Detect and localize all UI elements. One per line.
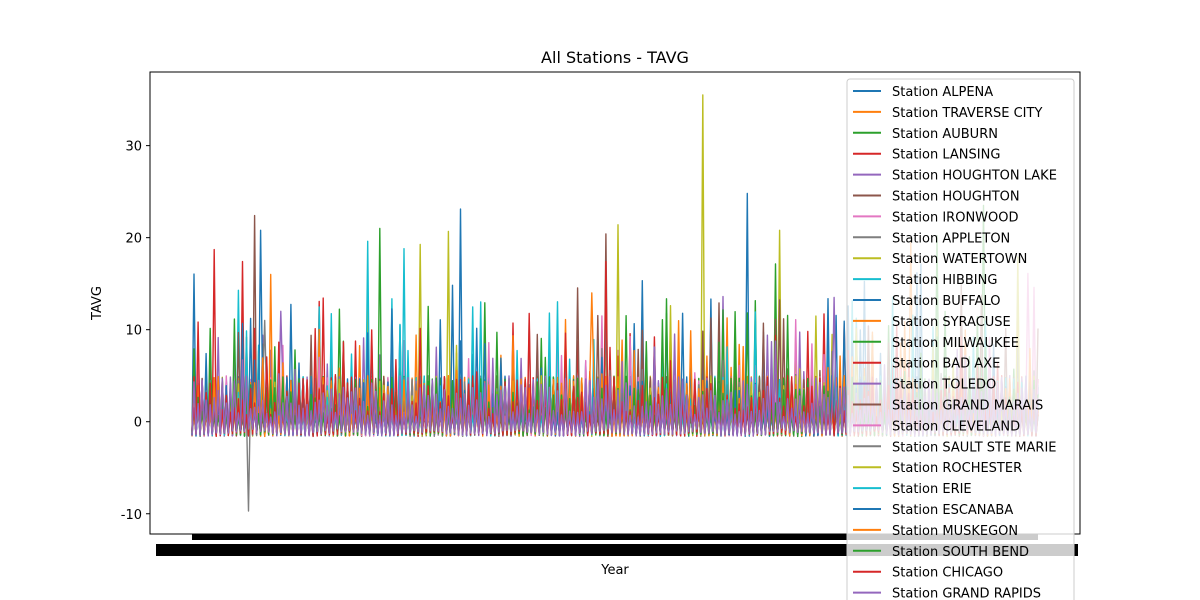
legend-entry-label: Station BUFFALO	[892, 294, 1000, 309]
legend-entry-label: Station BAD AXE	[892, 357, 1000, 372]
legend-entry-label: Station ERIE	[892, 482, 972, 497]
legend-entry-label: Station GRAND MARAIS	[892, 399, 1043, 414]
legend-entry-label: Station HOUGHTON	[892, 190, 1020, 205]
legend-entry-label: Station MILWAUKEE	[892, 336, 1019, 351]
legend-entry-label: Station ROCHESTER	[892, 461, 1022, 476]
x-axis-label: Year	[600, 563, 629, 578]
y-axis-label: TAVG	[90, 286, 105, 321]
y-tick-label: 20	[125, 232, 142, 247]
legend-entry-label: Station IRONWOOD	[892, 210, 1019, 225]
axes-frame	[149, 71, 1081, 535]
legend-entry-label: Station SYRACUSE	[892, 315, 1011, 330]
legend-entry-label: Station AUBURN	[892, 127, 998, 142]
legend-entry-label: Station MUSKEGON	[892, 524, 1018, 539]
legend-entry-label: Station SOUTH BEND	[892, 545, 1029, 560]
legend-entry-label: Station ALPENA	[892, 85, 993, 100]
legend-entry-label: Station APPLETON	[892, 231, 1010, 246]
legend-entry-label: Station HOUGHTON LAKE	[892, 169, 1057, 184]
legend-box	[846, 78, 1075, 600]
y-tick-label: 30	[125, 140, 142, 155]
x-tick-marks-band	[192, 534, 1038, 540]
legend-entry-label: Station TOLEDO	[892, 378, 996, 393]
y-tick-label: 0	[134, 416, 142, 431]
legend-entry-label: Station LANSING	[892, 148, 1000, 163]
legend-entry-label: Station GRAND RAPIDS	[892, 587, 1041, 600]
y-axis-ticks: -10 0 10 20 30	[121, 140, 150, 523]
legend-entry-label: Station CLEVELAND	[892, 419, 1020, 434]
legend-entry-label: Station HIBBING	[892, 273, 997, 288]
legend-entry-label: Station WATERTOWN	[892, 252, 1027, 267]
y-tick-label: -10	[121, 508, 142, 523]
y-tick-label: 10	[125, 324, 142, 339]
legend-entry-label: Station TRAVERSE CITY	[892, 106, 1042, 121]
legend-entry-label: Station SAULT STE MARIE	[892, 440, 1057, 455]
chart-title: All Stations - TAVG	[541, 48, 689, 67]
legend: Station ALPENA Station TRAVERSE CITY Stati…	[846, 78, 1075, 600]
legend-entry-label: Station CHICAGO	[892, 566, 1003, 581]
legend-entry-label: Station ESCANABA	[892, 503, 1013, 518]
